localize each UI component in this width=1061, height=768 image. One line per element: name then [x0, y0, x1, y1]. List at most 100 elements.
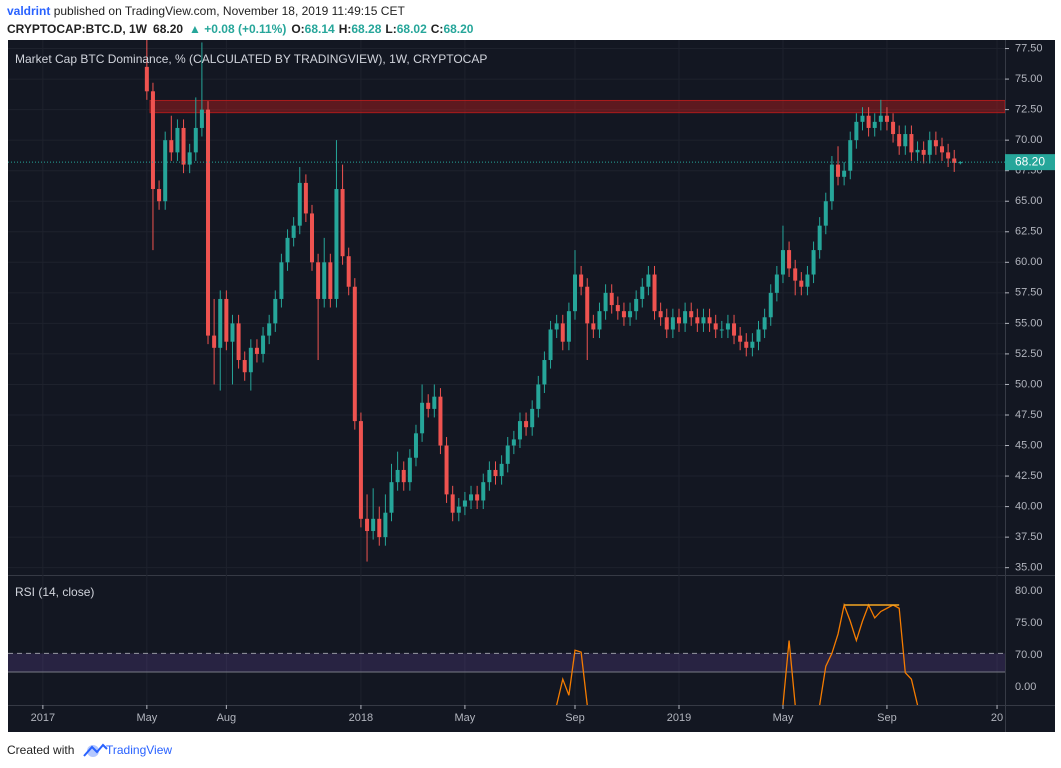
candle-body [157, 189, 162, 202]
y-tick-label: 47.50 [1015, 409, 1043, 421]
candle-body [634, 298, 639, 312]
symbol: CRYPTOCAP:BTC.D, 1W [7, 22, 148, 36]
candle-body [273, 298, 278, 324]
candle-body [456, 506, 461, 513]
candle-body [407, 457, 412, 483]
candle-body [787, 250, 792, 269]
last-price: 68.20 [153, 22, 183, 36]
y-tick-label: 70.00 [1015, 134, 1043, 146]
candle-body [615, 305, 620, 312]
candle-body [719, 329, 724, 331]
candle-body [866, 115, 871, 128]
candle-body [377, 518, 382, 538]
candle-body [805, 274, 810, 287]
y-tick-label: 52.50 [1015, 348, 1043, 360]
candle-body [676, 317, 681, 324]
candle-body [475, 494, 480, 501]
y-tick-label: 60.00 [1015, 256, 1043, 268]
candle-body [909, 134, 914, 153]
candle-body [224, 298, 229, 342]
candle-body [689, 311, 694, 318]
candle-body [836, 164, 841, 177]
rsi-tick-label: 80.00 [1015, 585, 1043, 597]
candle-body [860, 115, 865, 122]
candle-body [664, 317, 669, 330]
rsi-tick-label: 0.00 [1015, 681, 1036, 693]
candle-body [334, 189, 339, 299]
y-tick-label: 57.50 [1015, 287, 1043, 299]
x-tick-label: May [455, 712, 476, 724]
x-tick-label: 2018 [349, 712, 373, 724]
candle-body [358, 421, 363, 519]
candle-body [628, 311, 633, 318]
candle-body [774, 274, 779, 293]
candle-body [517, 421, 522, 440]
candle-body [927, 140, 932, 155]
candle-body [524, 421, 529, 428]
candle-body [756, 329, 761, 342]
candle-body [683, 311, 688, 324]
candle-body [573, 274, 578, 312]
candle-body [420, 402, 425, 434]
candle-body [603, 292, 608, 312]
candle-body [438, 396, 443, 446]
candle-body [181, 127, 186, 165]
candle-body [939, 146, 944, 153]
ohlc-label: H: [339, 22, 352, 36]
candle-body [426, 402, 431, 409]
chart-title: Market Cap BTC Dominance, % (CALCULATED … [15, 52, 487, 66]
candle-body [291, 225, 296, 238]
candle-body [206, 109, 211, 336]
candle-body [169, 140, 174, 153]
candle-body [303, 182, 308, 214]
candle-body [646, 274, 651, 287]
candle-body [725, 323, 730, 330]
ohlc-value: 68.14 [305, 22, 335, 36]
candle-body [884, 115, 889, 122]
candle-body [854, 121, 859, 141]
y-tick-label: 35.00 [1015, 562, 1043, 574]
candle-body [585, 286, 590, 324]
candle-body [713, 323, 718, 330]
candle-body [242, 360, 247, 373]
candle-body [261, 335, 266, 354]
candle-body [267, 323, 272, 336]
candle-body [432, 396, 437, 409]
candle-body [921, 149, 926, 155]
candle-body [144, 66, 149, 92]
candle-body [505, 445, 510, 464]
candle-body [548, 329, 553, 361]
candle-body [591, 323, 596, 330]
candle-body [701, 317, 706, 324]
candle-body [878, 115, 883, 122]
candle-body [738, 335, 743, 342]
candle-body [493, 469, 498, 477]
y-tick-label: 50.00 [1015, 378, 1043, 390]
x-tick-label: May [136, 712, 157, 724]
candle-body [199, 109, 204, 128]
author[interactable]: valdrint [7, 4, 50, 18]
x-tick-label: Sep [877, 712, 897, 724]
candle-body [248, 347, 253, 373]
candle-body [462, 500, 467, 507]
candle-body [481, 482, 486, 501]
candle-body [309, 213, 314, 263]
candle-body [389, 482, 394, 513]
candle-body [768, 292, 773, 318]
candle-body [640, 286, 645, 299]
candle-body [193, 127, 198, 153]
change: ▲ +0.08 (+0.11%) [189, 22, 286, 36]
candle-body [695, 317, 700, 324]
candle-body [371, 518, 376, 532]
footer-brand[interactable]: TradingView [106, 743, 172, 757]
candle-body [872, 121, 877, 128]
candle-body [732, 323, 737, 336]
candle-body [817, 225, 822, 251]
ohlc-value: 68.02 [397, 22, 427, 36]
candle-body [530, 408, 535, 428]
candle-body [395, 469, 400, 483]
candle-body [933, 140, 938, 147]
rsi-tick-label: 70.00 [1015, 649, 1043, 661]
ohlc-value: 68.20 [443, 22, 473, 36]
candle-body [842, 170, 847, 177]
